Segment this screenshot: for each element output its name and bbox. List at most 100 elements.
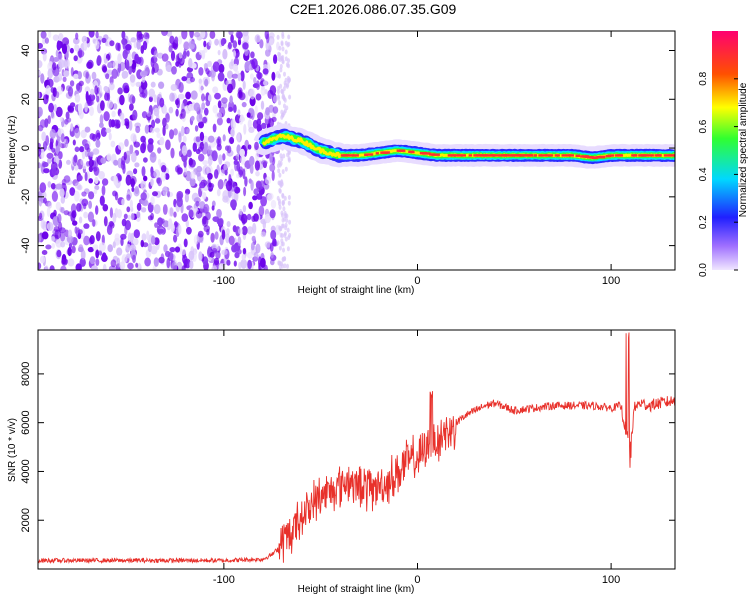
noise-blob bbox=[147, 142, 154, 153]
noise-blob bbox=[113, 175, 118, 186]
ridge-hot-spot bbox=[545, 154, 554, 157]
noise-blob bbox=[253, 188, 259, 195]
noise-blob bbox=[218, 63, 225, 74]
noise-blobs bbox=[38, 31, 292, 270]
noise-blob bbox=[126, 206, 131, 213]
noise-blob bbox=[279, 226, 283, 232]
noise-blob bbox=[141, 111, 148, 119]
snr-marks bbox=[38, 332, 675, 565]
noise-blob bbox=[139, 92, 146, 98]
noise-blob bbox=[39, 182, 47, 193]
ridge-hot-spot bbox=[668, 154, 674, 157]
noise-blob bbox=[207, 155, 213, 166]
noise-blob bbox=[221, 102, 228, 109]
noise-blob bbox=[90, 88, 95, 96]
noise-blob bbox=[67, 229, 73, 238]
ridge-hot-spot bbox=[538, 154, 542, 157]
ridge-hot-spot bbox=[468, 154, 473, 157]
noise-blob bbox=[193, 31, 201, 38]
noise-blob bbox=[150, 178, 154, 187]
noise-blob bbox=[287, 235, 291, 241]
noise-blob bbox=[132, 109, 138, 121]
noise-blob bbox=[185, 91, 192, 100]
noise-blob bbox=[55, 106, 63, 118]
spectrogram-x-tick-label: 0 bbox=[414, 275, 420, 287]
noise-blob bbox=[271, 116, 277, 122]
noise-blob bbox=[246, 252, 253, 259]
noise-blob bbox=[87, 211, 94, 223]
noise-blob bbox=[123, 87, 130, 94]
noise-blob bbox=[233, 191, 239, 202]
noise-blob bbox=[281, 59, 285, 65]
noise-blob bbox=[105, 128, 112, 134]
noise-blob bbox=[181, 76, 188, 82]
noise-blob bbox=[41, 191, 47, 200]
noise-blob bbox=[39, 212, 43, 219]
noise-blob bbox=[153, 107, 160, 117]
noise-blob bbox=[117, 174, 123, 182]
noise-blob bbox=[53, 104, 57, 112]
noise-blob bbox=[227, 42, 232, 50]
noise-blob bbox=[157, 228, 165, 234]
noise-blob bbox=[57, 53, 63, 61]
noise-blob bbox=[262, 68, 269, 75]
noise-blob bbox=[57, 213, 62, 224]
noise-blob bbox=[216, 138, 221, 145]
noise-blob bbox=[74, 93, 81, 103]
noise-blob bbox=[182, 50, 187, 59]
noise-blob bbox=[230, 128, 235, 138]
noise-blob bbox=[130, 175, 137, 185]
noise-blob bbox=[284, 213, 288, 219]
noise-blob bbox=[59, 116, 63, 122]
noise-blob bbox=[91, 265, 98, 270]
noise-blob bbox=[280, 55, 283, 61]
noise-blob bbox=[232, 40, 238, 49]
noise-blob bbox=[228, 31, 234, 36]
noise-blob bbox=[121, 218, 127, 227]
noise-blob bbox=[189, 31, 194, 39]
noise-blob bbox=[74, 226, 78, 234]
noise-blob bbox=[61, 258, 68, 266]
noise-blob bbox=[244, 176, 248, 187]
noise-blob bbox=[193, 234, 199, 245]
noise-blob bbox=[188, 103, 195, 111]
noise-blob bbox=[78, 216, 83, 224]
noise-blob bbox=[141, 200, 149, 207]
noise-blob bbox=[255, 243, 261, 254]
noise-blob bbox=[215, 111, 223, 119]
noise-blob bbox=[148, 96, 153, 103]
noise-blob bbox=[110, 140, 116, 148]
noise-blob bbox=[222, 48, 228, 60]
ridge-hot-spot bbox=[656, 154, 662, 157]
noise-blob bbox=[173, 234, 178, 243]
noise-blob bbox=[270, 252, 274, 259]
spectrogram-y-tick-label: 40 bbox=[20, 44, 32, 56]
noise-blob bbox=[201, 102, 206, 110]
noise-blob bbox=[171, 261, 178, 270]
noise-blob bbox=[205, 100, 211, 107]
noise-blob bbox=[140, 180, 147, 191]
noise-blob bbox=[237, 249, 242, 255]
noise-blob bbox=[47, 68, 54, 79]
noise-blob bbox=[73, 37, 80, 45]
noise-blob bbox=[133, 168, 138, 175]
colorbar-label: Normalized spectral amplitude bbox=[738, 82, 749, 217]
noise-blob bbox=[212, 86, 219, 94]
noise-blob bbox=[103, 216, 108, 227]
noise-blob bbox=[74, 146, 80, 153]
noise-blob bbox=[189, 76, 195, 83]
spectrogram-ylabel: Frequency (Hz) bbox=[7, 116, 18, 185]
noise-blob bbox=[217, 100, 222, 109]
noise-blob bbox=[198, 82, 204, 94]
noise-blob bbox=[168, 45, 173, 53]
noise-blob bbox=[44, 118, 49, 128]
noise-blob bbox=[69, 187, 76, 196]
noise-blob bbox=[69, 102, 76, 108]
noise-blob bbox=[248, 126, 255, 133]
noise-blob bbox=[283, 232, 287, 238]
noise-blob bbox=[224, 169, 228, 176]
noise-blob bbox=[113, 119, 119, 127]
noise-blob bbox=[88, 191, 95, 200]
noise-blob bbox=[246, 213, 252, 221]
noise-blob bbox=[38, 91, 41, 99]
